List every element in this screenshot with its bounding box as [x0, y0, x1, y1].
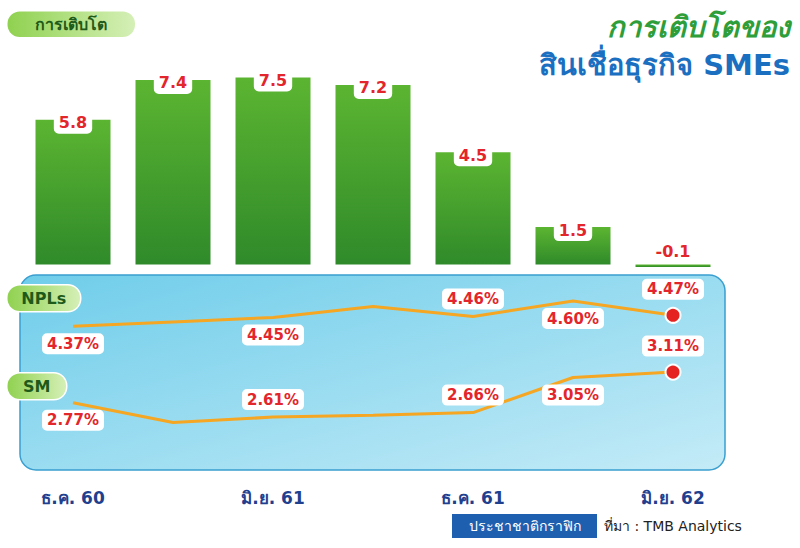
svg-text:ธ.ค. 61: ธ.ค. 61	[441, 488, 505, 508]
svg-text:ที่มา : TMB Analytics: ที่มา : TMB Analytics	[604, 517, 742, 534]
svg-text:5.8: 5.8	[59, 113, 87, 132]
svg-text:7.2: 7.2	[359, 78, 387, 97]
svg-text:ธ.ค. 60: ธ.ค. 60	[41, 488, 105, 508]
svg-text:3.11%: 3.11%	[647, 337, 699, 355]
svg-text:การเติบโต: การเติบโต	[35, 14, 107, 34]
svg-text:2.66%: 2.66%	[447, 386, 499, 404]
svg-text:4.47%: 4.47%	[647, 280, 699, 298]
svg-text:มิ.ย. 61: มิ.ย. 61	[241, 488, 305, 508]
svg-text:SM: SM	[23, 377, 50, 396]
svg-text:3.05%: 3.05%	[547, 386, 599, 404]
svg-text:มิ.ย. 62: มิ.ย. 62	[641, 488, 705, 508]
svg-text:2.77%: 2.77%	[47, 411, 99, 429]
svg-text:4.46%: 4.46%	[447, 290, 499, 308]
svg-text:2.61%: 2.61%	[247, 391, 299, 409]
svg-text:7.4: 7.4	[159, 73, 187, 92]
svg-text:4.45%: 4.45%	[247, 326, 299, 344]
svg-text:4.60%: 4.60%	[547, 310, 599, 328]
svg-text:NPLs: NPLs	[21, 289, 66, 308]
svg-text:การเติบโตของ: การเติบโตของ	[607, 10, 793, 44]
svg-text:7.5: 7.5	[259, 71, 287, 90]
svg-text:4.5: 4.5	[459, 146, 487, 165]
svg-text:1.5: 1.5	[559, 221, 587, 240]
svg-text:-0.1: -0.1	[656, 242, 691, 261]
svg-text:ประชาชาติกราฟิก: ประชาชาติกราฟิก	[469, 518, 581, 534]
svg-text:4.37%: 4.37%	[47, 335, 99, 353]
svg-text:สินเชื่อธุรกิจ SMEs: สินเชื่อธุรกิจ SMEs	[539, 44, 790, 83]
